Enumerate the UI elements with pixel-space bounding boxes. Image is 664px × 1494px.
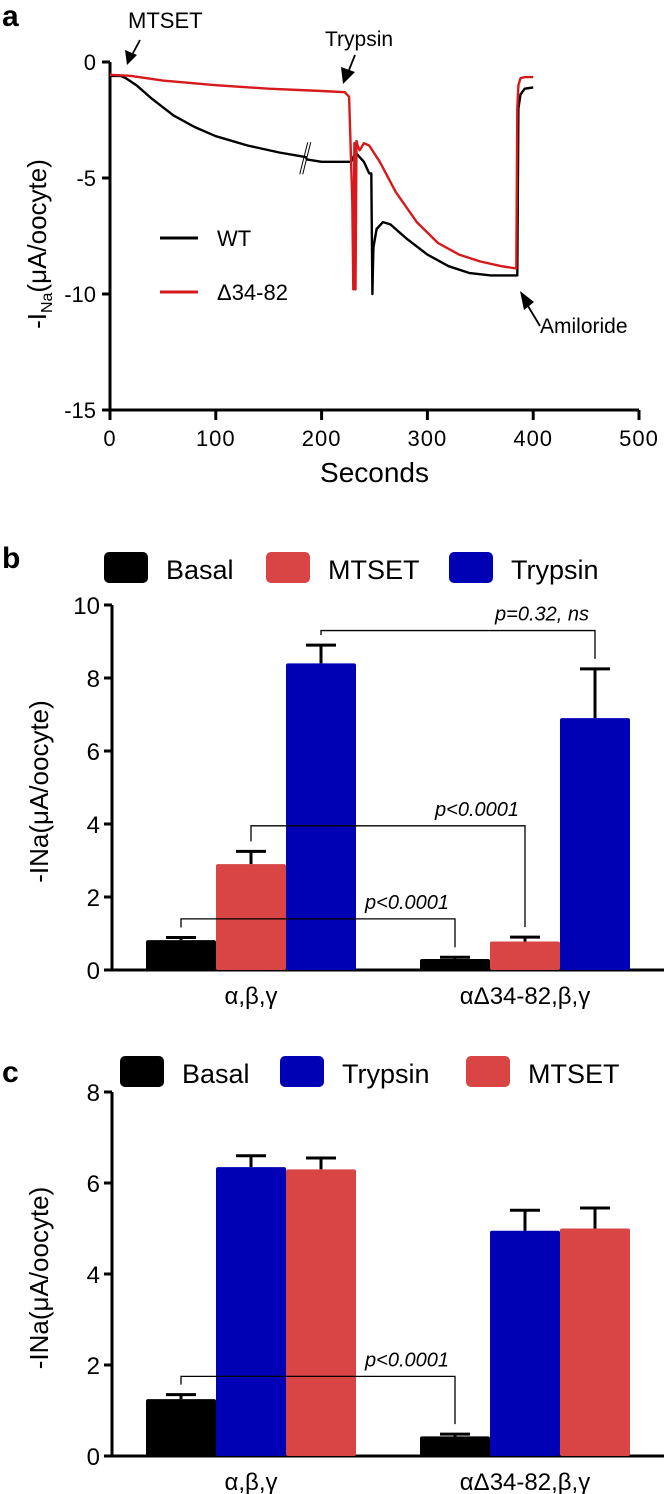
y-tick-label: 0: [87, 1444, 100, 1471]
legend-label-basal: Basal: [166, 555, 234, 585]
y-axis-title: -INa(μA/oocyte): [22, 159, 56, 329]
legend-label-basal: Basal: [182, 1059, 250, 1089]
y-tick-label: -15: [64, 398, 96, 423]
series-line-delta34-82: [109, 73, 534, 291]
legend-label-trypsin: Trypsin: [342, 1059, 430, 1089]
y-tick-label: 6: [87, 739, 100, 766]
axis-break-mark: [302, 142, 312, 175]
bar-trypsin-wt: [216, 1167, 286, 1456]
x-tick-label: α,β,γ: [224, 983, 277, 1010]
y-tick-label: -5: [76, 166, 96, 191]
bar-mtset-wt: [216, 864, 286, 970]
significance-label: p<0.0001: [364, 892, 449, 914]
axis-break-mark: [299, 142, 309, 175]
significance-bracket: [320, 629, 596, 659]
significance-bracket: [180, 1375, 456, 1425]
x-axis-title: Seconds: [320, 457, 429, 488]
significance-label: p<0.0001: [364, 1349, 449, 1371]
bar-mtset-wt: [286, 1169, 356, 1456]
x-tick-label: 300: [408, 426, 448, 451]
series-line-wt: [110, 74, 534, 296]
legend-swatch-basal: [104, 552, 148, 583]
y-tick-label: 4: [87, 1262, 100, 1289]
legend-swatch-trypsin: [280, 1056, 324, 1087]
significance-bracket: [180, 918, 456, 948]
legend-label: WT: [217, 226, 251, 251]
panel-label-c: c: [2, 1056, 19, 1089]
y-tick-label: 6: [87, 1171, 100, 1198]
x-tick-label: 200: [302, 426, 342, 451]
panel-a-line-chart: 0 -5 -10 -15 0 100 200 300 400 500 Seconds -INa(μA/…: [22, 8, 659, 488]
arrow-trypsin: [348, 54, 356, 71]
annotation-mtset: MTSET: [128, 8, 203, 33]
panel-label-b: b: [2, 542, 20, 575]
y-tick-label: 10: [73, 593, 100, 620]
bar-basal-delta: [420, 1436, 490, 1456]
y-tick-label: 8: [87, 1080, 100, 1107]
bar-basal-wt: [146, 1399, 216, 1456]
legend-swatch-trypsin: [449, 552, 493, 583]
bar-trypsin-delta: [560, 718, 630, 970]
x-tick-label: 500: [619, 426, 659, 451]
y-tick-label: 2: [87, 885, 100, 912]
y-axis-title: -INa(μA/oocyte): [24, 1187, 54, 1370]
bar-basal-delta: [420, 959, 490, 970]
bar-basal-wt: [146, 940, 216, 970]
legend-swatch-mtset: [266, 552, 310, 583]
legend-label: Δ34-82: [217, 280, 288, 305]
significance-label: p<0.0001: [434, 799, 519, 821]
legend-label-mtset: MTSET: [528, 1059, 620, 1089]
legend-label-mtset: MTSET: [328, 555, 420, 585]
panel-label-a: a: [2, 0, 19, 33]
bar-mtset-delta: [560, 1228, 630, 1456]
x-tick-label: 100: [196, 426, 236, 451]
arrowhead-mtset: [125, 50, 137, 65]
y-tick-label: 8: [87, 666, 100, 693]
y-tick-label: -10: [64, 282, 96, 307]
x-tick-label: αΔ34-82,β,γ: [460, 1469, 590, 1494]
x-tick-label: 400: [513, 426, 553, 451]
legend-swatch-mtset: [466, 1056, 510, 1087]
bar-trypsin-delta: [490, 1230, 560, 1456]
legend-label-trypsin: Trypsin: [511, 555, 599, 585]
x-tick-label: αΔ34-82,β,γ: [460, 983, 590, 1010]
annotation-amiloride: Amiloride: [540, 315, 628, 338]
y-tick-label: 2: [87, 1353, 100, 1380]
arrow-mtset: [131, 39, 141, 56]
bar-trypsin-wt: [286, 663, 356, 970]
panel-b-bar-chart: 0 2 4 6 8 10 -INa(μA/oocyte) α,β,γ αΔ34-82,β,γ p=…: [24, 552, 664, 1010]
y-tick-label: 4: [87, 812, 100, 839]
legend-swatch-basal: [120, 1056, 164, 1087]
x-tick-label: α,β,γ: [224, 1469, 277, 1494]
x-tick-label: 0: [103, 426, 116, 451]
bar-mtset-delta: [490, 941, 560, 970]
annotation-trypsin: Trypsin: [325, 28, 393, 51]
significance-label: p=0.32, ns: [494, 604, 589, 626]
arrow-amiloride: [527, 305, 541, 327]
y-axis-title: -INa(μA/oocyte): [24, 700, 54, 883]
y-tick-label: 0: [87, 958, 100, 985]
arrowhead-amiloride: [520, 291, 534, 310]
panel-c-bar-chart: 0 2 4 6 8 -INa(μA/oocyte) α,β,γ αΔ34-82,β,γ p<0.…: [24, 1056, 664, 1494]
y-tick-label: 0: [84, 50, 96, 75]
arrowhead-trypsin: [341, 67, 355, 84]
significance-bracket: [250, 825, 526, 928]
